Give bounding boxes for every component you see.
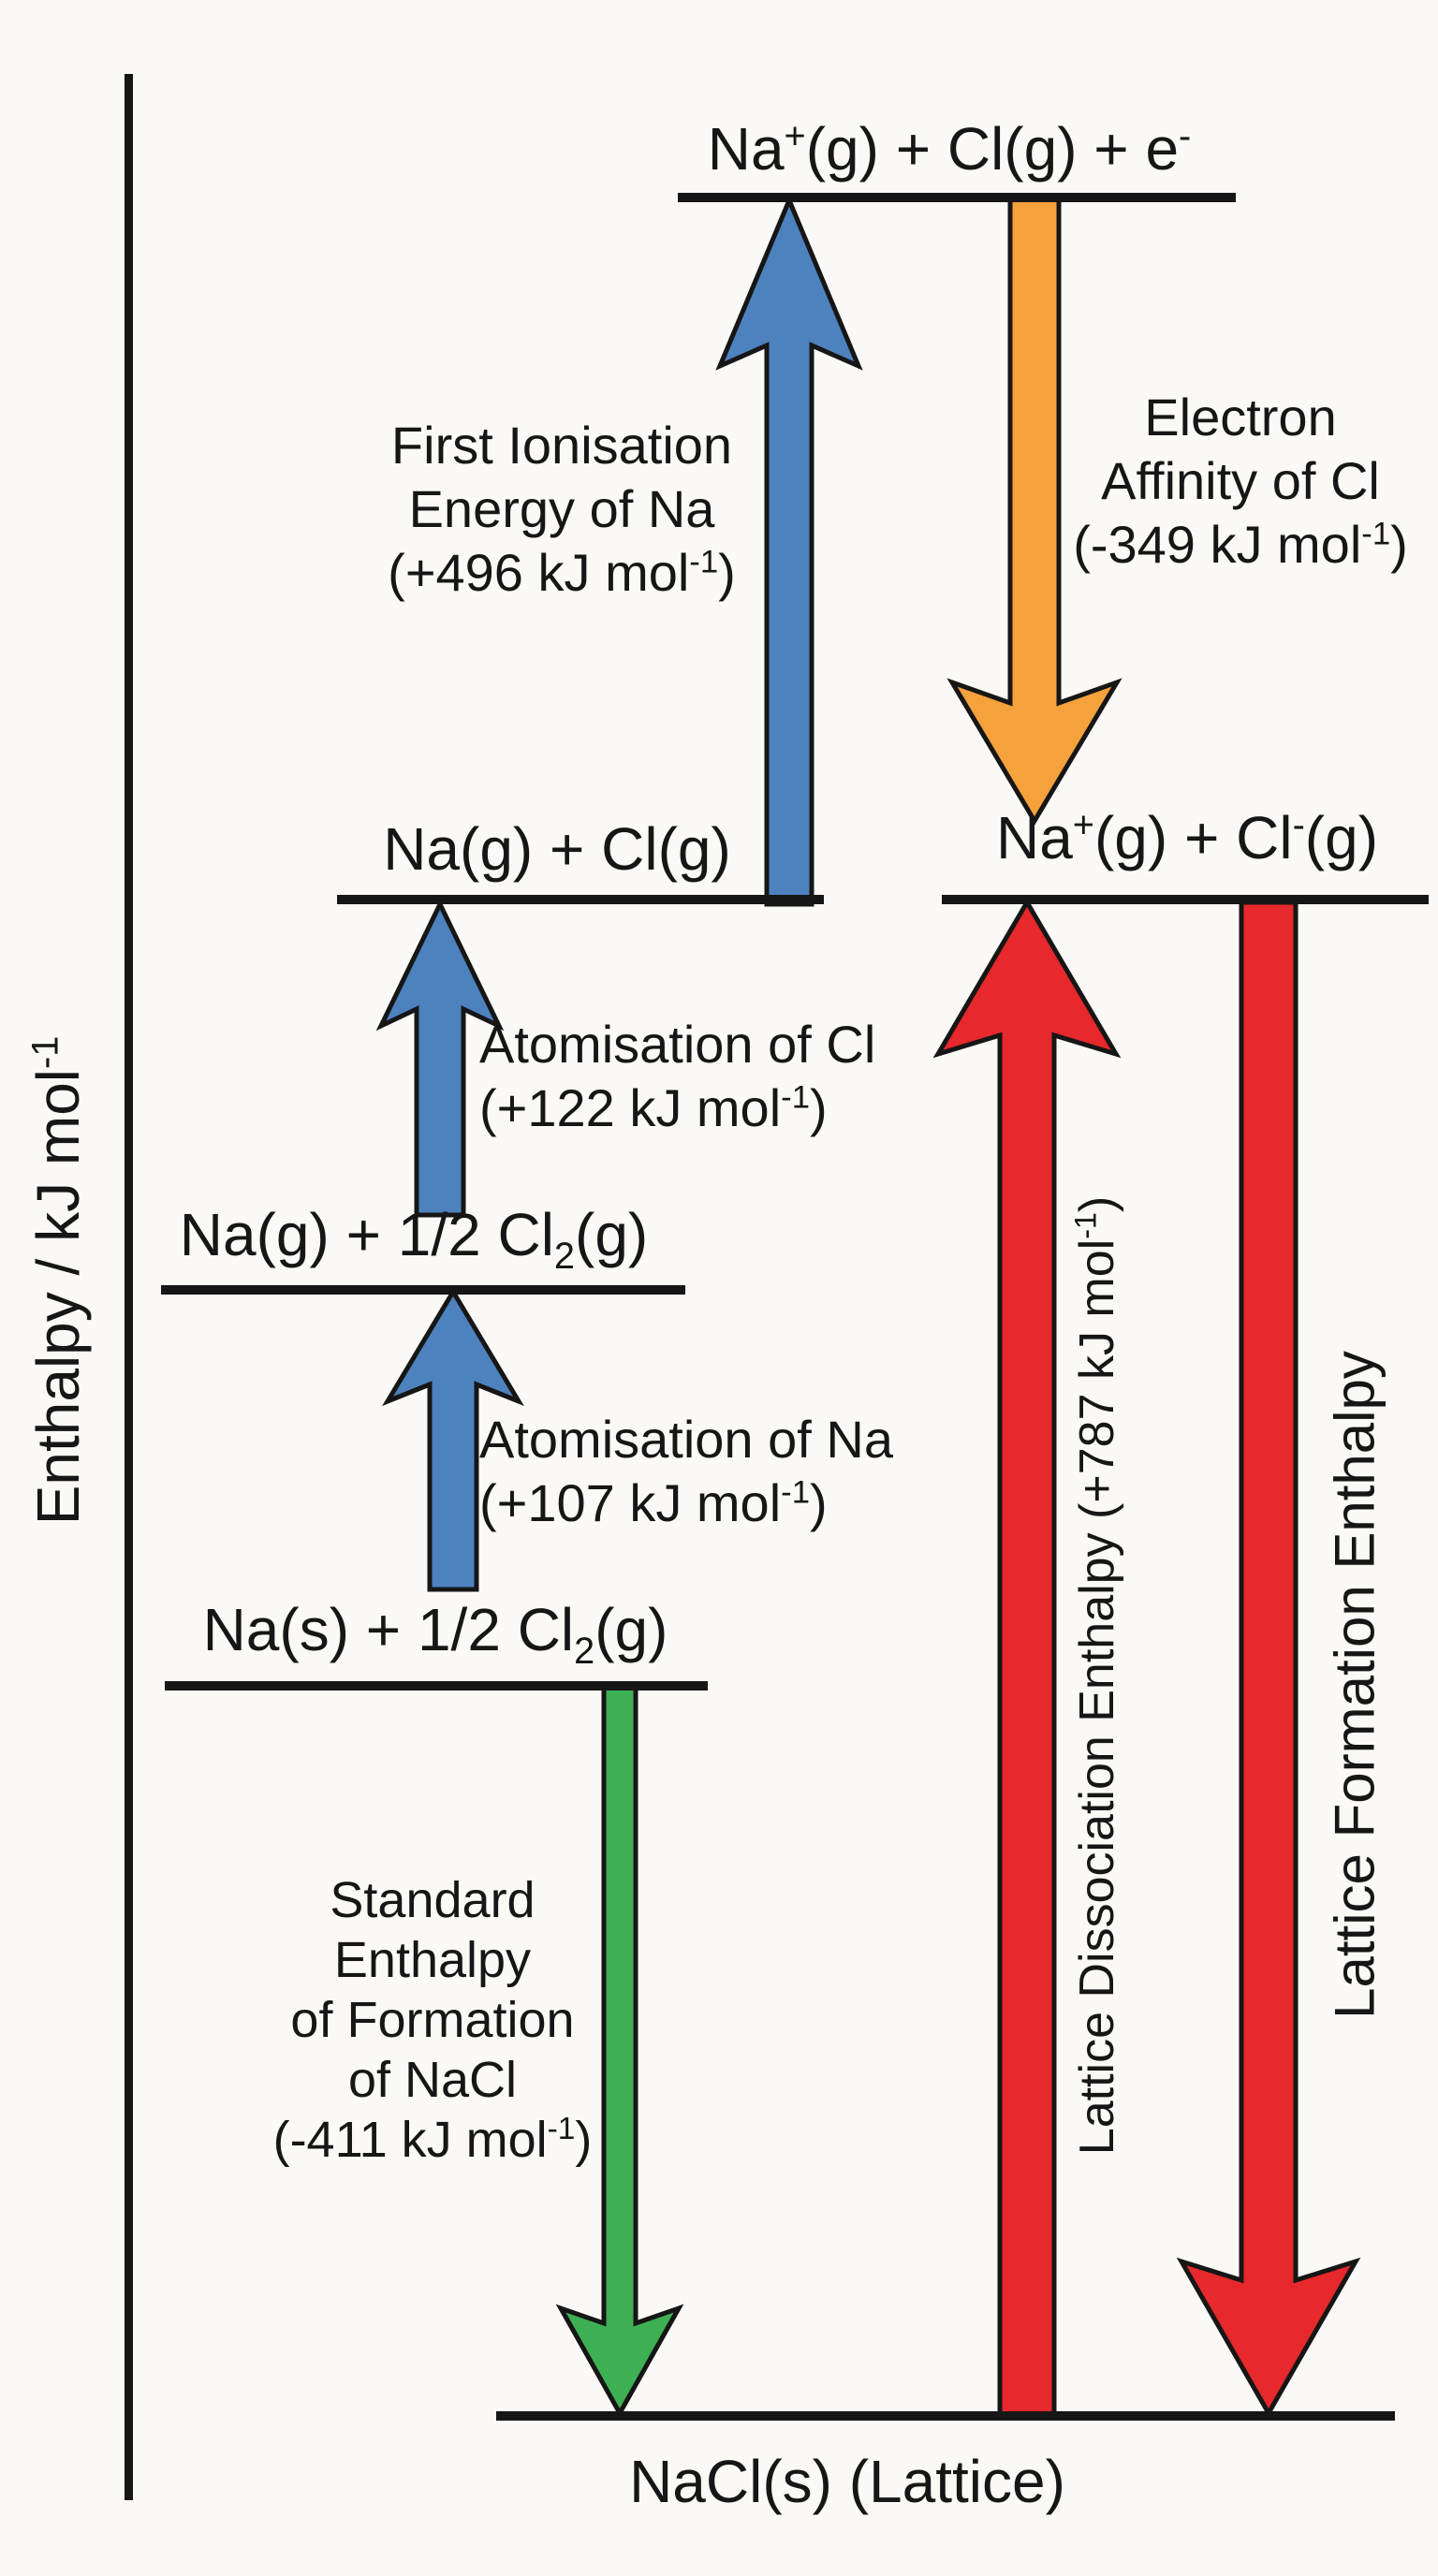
- level-line-gaseous-atoms: [337, 895, 824, 904]
- level-line-na-gas-half-cl2: [161, 1285, 685, 1295]
- level-label-na-gas-half-cl2: Na(g) + 1/2 Cl2(g): [179, 1201, 649, 1277]
- level-label-gaseous-atoms: Na(g) + Cl(g): [383, 815, 731, 883]
- enthalpy-axis-line: [125, 74, 133, 2500]
- level-line-elements: [165, 1681, 708, 1690]
- electron-affinity-label: Electron Affinity of Cl (-349 kJ mol-1): [1073, 388, 1408, 574]
- lattice-formation-label: Lattice Formation Enthalpy: [1323, 1351, 1387, 2019]
- level-label-lattice: NaCl(s) (Lattice): [629, 2448, 1065, 2515]
- lattice-dissociation-label: Lattice Dissociation Enthalpy (+787 kJ m…: [1068, 1195, 1124, 2156]
- first-ionisation-label: First Ionisation Energy of Na (+496 kJ mol…: [388, 416, 736, 602]
- level-label-gaseous-ion-plus-electron: Na+(g) + Cl(g) + e-: [707, 115, 1192, 183]
- enthalpy-axis-label: Enthalpy / kJ mol-1: [24, 1035, 92, 1526]
- level-line-gaseous-ions: [942, 895, 1429, 904]
- atomisation-na-arrow: [382, 1287, 524, 1592]
- level-label-gaseous-ions: Na+(g) + Cl-(g): [995, 804, 1379, 871]
- level-label-elements: Na(s) + 1/2 Cl2(g): [202, 1596, 668, 1672]
- atomisation-cl-label: Atomisation of Cl (+122 kJ mol-1): [479, 1015, 876, 1137]
- formation-enthalpy-label: Standard Enthalpy of Formation of NaCl (-411…: [272, 1872, 593, 2168]
- atomisation-na-label: Atomisation of Na (+107 kJ mol-1): [479, 1410, 893, 1532]
- atomisation-cl-arrow: [375, 899, 505, 1218]
- level-line-lattice: [496, 2411, 1395, 2421]
- level-line-gaseous-ion-plus-electron: [678, 193, 1236, 202]
